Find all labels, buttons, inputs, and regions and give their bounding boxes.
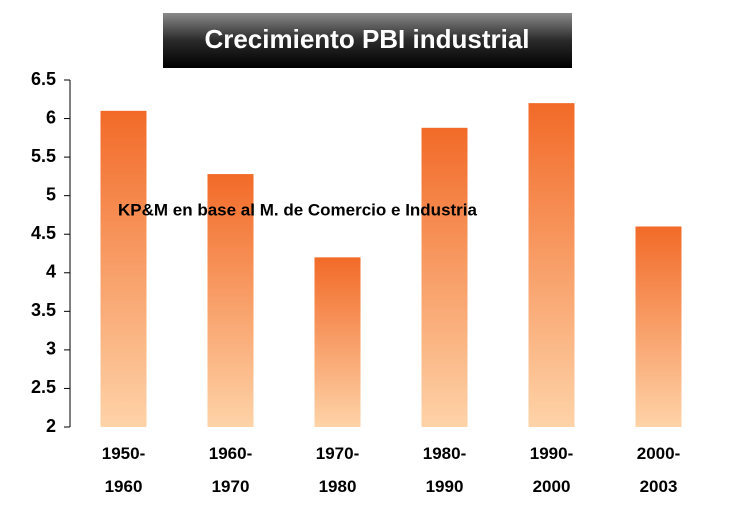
bar bbox=[100, 110, 147, 427]
x-tick-label: 1980-1990 bbox=[423, 444, 466, 496]
y-tick-label: 2 bbox=[46, 416, 56, 436]
x-tick-label: 2000-2003 bbox=[637, 444, 680, 496]
y-tick-label: 4 bbox=[46, 262, 56, 282]
x-tick-label: 1970-1980 bbox=[316, 444, 359, 496]
bar bbox=[528, 103, 575, 427]
y-tick-label: 3 bbox=[46, 339, 56, 359]
bar bbox=[314, 257, 361, 427]
bar bbox=[635, 226, 682, 427]
title-box bbox=[163, 13, 572, 68]
y-tick-label: 6.5 bbox=[31, 69, 56, 89]
y-tick-label: 3.5 bbox=[31, 300, 56, 320]
bar bbox=[421, 127, 468, 427]
x-tick-label: 1950-1960 bbox=[102, 444, 145, 496]
bar bbox=[207, 174, 254, 427]
x-tick-label: 1990-2000 bbox=[530, 444, 573, 496]
y-tick-label: 2.5 bbox=[31, 377, 56, 397]
y-tick-label: 6 bbox=[46, 107, 56, 127]
chart-title: Crecimiento PBI industrial bbox=[204, 24, 529, 54]
y-tick-label: 4.5 bbox=[31, 223, 56, 243]
y-tick-label: 5.5 bbox=[31, 146, 56, 166]
annotation: KP&M en base al M. de Comercio e Industr… bbox=[118, 200, 478, 219]
x-tick-label: 1960-1970 bbox=[209, 444, 252, 496]
y-tick-label: 5 bbox=[46, 184, 56, 204]
